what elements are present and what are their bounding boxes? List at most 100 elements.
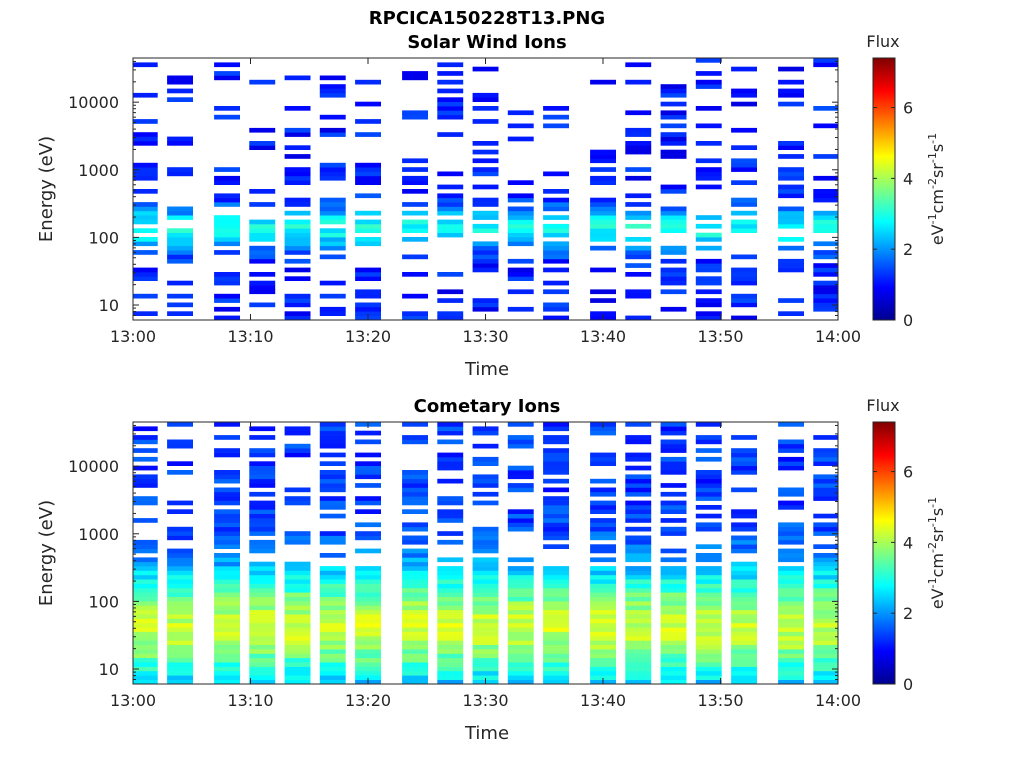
heatmap-cell — [590, 311, 616, 316]
heatmap-cell — [543, 254, 569, 260]
heatmap-cell — [133, 210, 158, 216]
heatmap-cell — [437, 289, 464, 295]
heatmap-cell — [660, 443, 687, 449]
heatmap-cell — [731, 461, 757, 466]
heatmap-cell — [778, 189, 804, 194]
heatmap-cell — [284, 267, 311, 273]
heatmap-cell — [402, 487, 428, 493]
heatmap-cell — [249, 141, 276, 146]
heatmap-cell — [355, 461, 381, 466]
heatmap-cell — [437, 583, 464, 589]
heatmap-cell — [355, 237, 381, 242]
heatmap-cell — [133, 500, 158, 506]
heatmap-cell — [284, 618, 311, 624]
heatmap-cell — [731, 675, 757, 680]
heatmap-cell — [813, 553, 838, 558]
heatmap-cell — [167, 640, 193, 645]
heatmap-cell — [214, 670, 240, 676]
heatmap-cell — [590, 206, 616, 212]
heatmap-cell — [625, 215, 652, 220]
heatmap-cell — [778, 88, 804, 94]
heatmap-cell — [355, 622, 381, 628]
heatmap-cell — [472, 631, 499, 637]
heatmap-cell — [507, 219, 534, 225]
heatmap-cell — [778, 548, 804, 554]
heatmap-cell — [437, 114, 464, 120]
heatmap-cell — [167, 631, 193, 637]
heatmap-cell — [355, 649, 381, 654]
heatmap-cell — [695, 237, 722, 242]
heatmap-cell — [249, 592, 276, 597]
heatmap-cell — [731, 162, 757, 168]
heatmap-cell — [507, 223, 534, 229]
heatmap-cell — [660, 439, 687, 445]
heatmap-cell — [472, 228, 499, 233]
heatmap-cell — [543, 114, 569, 120]
heatmap-cell — [731, 298, 757, 303]
heatmap-cell — [660, 548, 687, 554]
heatmap-cell — [355, 583, 381, 589]
heatmap-cell — [472, 167, 499, 172]
heatmap-cell — [133, 587, 158, 593]
heatmap-cell — [355, 509, 381, 514]
heatmap-cell — [472, 483, 499, 488]
heatmap-cell — [355, 228, 381, 233]
heatmap-cell — [778, 649, 804, 654]
heatmap-cell — [660, 662, 687, 667]
heatmap-cell — [437, 640, 464, 645]
heatmap-cell — [133, 215, 158, 220]
heatmap-cell — [472, 653, 499, 659]
heatmap-cell — [472, 66, 499, 72]
heatmap-cell — [214, 622, 240, 628]
heatmap-cell — [543, 470, 569, 475]
heatmap-cell — [695, 644, 722, 650]
heatmap-cell — [133, 670, 158, 676]
heatmap-cell — [437, 206, 464, 212]
heatmap-cell — [319, 232, 346, 238]
heatmap-cell — [778, 526, 804, 532]
heatmap-cell — [695, 614, 722, 619]
heatmap-cell — [472, 662, 499, 667]
heatmap-cell — [214, 601, 240, 606]
heatmap-cell — [355, 631, 381, 637]
heatmap-cell — [402, 470, 428, 475]
heatmap-cell — [813, 106, 838, 111]
y-tick-label: 1000 — [78, 161, 119, 180]
heatmap-cell — [472, 531, 499, 536]
heatmap-cell — [133, 206, 158, 212]
colorbar-units: eV-1cm-2sr-1s-1 — [926, 133, 947, 245]
heatmap-cell — [813, 306, 838, 312]
y-tick-label: 10000 — [68, 93, 119, 112]
heatmap-cell — [660, 657, 687, 663]
heatmap-cell — [695, 171, 722, 177]
heatmap-cell — [590, 601, 616, 606]
heatmap-cell — [355, 609, 381, 615]
heatmap-cell — [437, 298, 464, 303]
heatmap-cell — [402, 670, 428, 676]
heatmap-cell — [590, 430, 616, 436]
heatmap-cell — [731, 631, 757, 637]
heatmap-cell — [402, 526, 428, 532]
x-tick-label: 13:20 — [345, 691, 391, 710]
heatmap-cell — [284, 609, 311, 615]
heatmap-cell — [167, 592, 193, 597]
heatmap-cell — [472, 670, 499, 676]
heatmap-cell — [731, 649, 757, 654]
heatmap-cell — [133, 636, 158, 641]
heatmap-cell — [543, 478, 569, 484]
heatmap-cell — [284, 605, 311, 611]
heatmap-cell — [543, 500, 569, 506]
heatmap-cell — [590, 237, 616, 242]
heatmap-cell — [355, 653, 381, 659]
heatmap-cell — [355, 470, 381, 475]
heatmap-cell — [778, 258, 804, 264]
heatmap-cell — [437, 518, 464, 523]
heatmap-cell — [543, 531, 569, 536]
heatmap-cell — [543, 206, 569, 212]
heatmap-cell — [695, 106, 722, 111]
heatmap-cell — [507, 609, 534, 615]
heatmap-cell — [778, 245, 804, 251]
heatmap-cell — [133, 631, 158, 637]
heatmap-cell — [695, 298, 722, 303]
heatmap-cell — [590, 228, 616, 233]
